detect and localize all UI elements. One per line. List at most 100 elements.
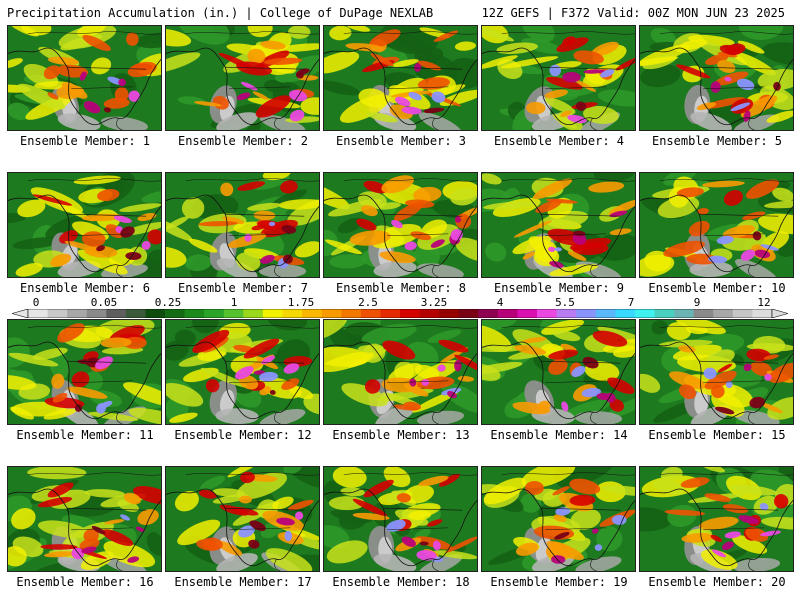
colorbar-swatch bbox=[713, 309, 734, 318]
colorbar-swatch bbox=[243, 309, 264, 318]
colorbar-swatch bbox=[497, 309, 518, 318]
colorbar-swatch bbox=[517, 309, 538, 318]
colorbar-tick-label: 1 bbox=[230, 296, 238, 309]
colorbar-tick-labels: 0 0.05 0.25 1 1.75 2.5 3.25 4 5.5 7 9 12 bbox=[0, 296, 800, 309]
precipitation-map-image bbox=[324, 467, 477, 571]
colorbar-swatch bbox=[67, 309, 88, 318]
ensemble-member-label: Ensemble Member: 3 bbox=[335, 134, 467, 148]
ensemble-member-label: Ensemble Member: 7 bbox=[177, 281, 309, 295]
ensemble-member-label: Ensemble Member: 15 bbox=[648, 428, 786, 442]
ensemble-map-10 bbox=[639, 172, 794, 278]
colorbar-swatch bbox=[184, 309, 205, 318]
colorbar-swatch bbox=[321, 309, 342, 318]
precipitation-colorbar bbox=[12, 309, 788, 318]
colorbar-max-arrow bbox=[771, 309, 788, 318]
colorbar-swatch bbox=[752, 309, 773, 318]
colorbar-tick-label: 1.75 bbox=[287, 296, 315, 309]
colorbar-min-arrow bbox=[12, 309, 29, 318]
precipitation-map-image bbox=[324, 26, 477, 130]
ensemble-map-3 bbox=[323, 25, 478, 131]
colorbar-swatch bbox=[595, 309, 616, 318]
precipitation-map-image bbox=[8, 26, 161, 130]
precipitation-map-image bbox=[166, 26, 319, 130]
ensemble-member-label: Ensemble Member: 11 bbox=[16, 428, 154, 442]
ensemble-map-15 bbox=[639, 319, 794, 425]
colorbar-swatch bbox=[439, 309, 460, 318]
ensemble-map-4 bbox=[481, 25, 636, 131]
precipitation-map-image bbox=[8, 467, 161, 571]
ensemble-member-label: Ensemble Member: 5 bbox=[651, 134, 783, 148]
colorbar-swatch bbox=[262, 309, 283, 318]
colorbar-swatch bbox=[380, 309, 401, 318]
precipitation-map-image bbox=[640, 26, 793, 130]
ensemble-map-20 bbox=[639, 466, 794, 572]
ensemble-map-8 bbox=[323, 172, 478, 278]
colorbar-swatch bbox=[537, 309, 557, 318]
colorbar-tick-label: 7 bbox=[627, 296, 635, 309]
colorbar-tick-label: 3.25 bbox=[420, 296, 448, 309]
ensemble-member-label: Ensemble Member: 4 bbox=[493, 134, 625, 148]
precipitation-map-image bbox=[482, 26, 635, 130]
ensemble-member-label: Ensemble Member: 10 bbox=[648, 281, 786, 295]
precipitation-map-image bbox=[324, 173, 477, 277]
ensemble-map-11 bbox=[7, 319, 162, 425]
colorbar-swatch bbox=[693, 309, 714, 318]
colorbar-swatch bbox=[615, 309, 636, 318]
ensemble-map-6 bbox=[7, 172, 162, 278]
precipitation-map-image bbox=[166, 467, 319, 571]
colorbar-swatch bbox=[674, 309, 694, 318]
precipitation-map-image bbox=[640, 467, 793, 571]
ensemble-map-1 bbox=[7, 25, 162, 131]
colorbar-swatch bbox=[106, 309, 127, 318]
colorbar-swatch bbox=[576, 309, 597, 318]
ensemble-member-label: Ensemble Member: 9 bbox=[493, 281, 625, 295]
ensemble-map-16 bbox=[7, 466, 162, 572]
ensemble-map-18 bbox=[323, 466, 478, 572]
ensemble-member-label: Ensemble Member: 20 bbox=[648, 575, 786, 589]
precipitation-map-image bbox=[8, 320, 161, 424]
ensemble-map-5 bbox=[639, 25, 794, 131]
colorbar-swatch bbox=[145, 309, 166, 318]
colorbar-swatch bbox=[47, 309, 68, 318]
precipitation-map-image bbox=[166, 320, 319, 424]
precipitation-map-image bbox=[324, 320, 477, 424]
colorbar-tick-label: 5.5 bbox=[555, 296, 575, 309]
ensemble-member-label: Ensemble Member: 13 bbox=[332, 428, 470, 442]
ensemble-map-19 bbox=[481, 466, 636, 572]
colorbar-swatch bbox=[400, 309, 420, 318]
colorbar-tick-label: 0.05 bbox=[90, 296, 118, 309]
ensemble-member-label: Ensemble Member: 2 bbox=[177, 134, 309, 148]
ensemble-member-label: Ensemble Member: 19 bbox=[490, 575, 628, 589]
colorbar-tick-label: 12 bbox=[757, 296, 771, 309]
ensemble-map-9 bbox=[481, 172, 636, 278]
colorbar-swatch bbox=[28, 309, 48, 318]
precipitation-map-image bbox=[482, 320, 635, 424]
colorbar-tick-label: 9 bbox=[693, 296, 701, 309]
ensemble-member-label: Ensemble Member: 17 bbox=[174, 575, 312, 589]
ensemble-member-label: Ensemble Member: 1 bbox=[19, 134, 151, 148]
ensemble-member-label: Ensemble Member: 14 bbox=[490, 428, 628, 442]
ensemble-map-13 bbox=[323, 319, 478, 425]
ensemble-map-2 bbox=[165, 25, 320, 131]
chart-title: Precipitation Accumulation (in.) | Colle… bbox=[7, 6, 434, 20]
precipitation-map-image bbox=[640, 173, 793, 277]
colorbar-swatch bbox=[125, 309, 146, 318]
precipitation-map-image bbox=[640, 320, 793, 424]
colorbar-swatch bbox=[302, 309, 322, 318]
colorbar-swatch bbox=[458, 309, 479, 318]
colorbar-swatch bbox=[556, 309, 577, 318]
precipitation-map-image bbox=[166, 173, 319, 277]
colorbar-swatch bbox=[634, 309, 655, 318]
colorbar-swatch bbox=[360, 309, 381, 318]
ensemble-member-label: Ensemble Member: 8 bbox=[335, 281, 467, 295]
colorbar-swatch bbox=[86, 309, 107, 318]
colorbar-tick-label: 0 bbox=[32, 296, 40, 309]
ensemble-member-label: Ensemble Member: 12 bbox=[174, 428, 312, 442]
colorbar-swatch bbox=[654, 309, 675, 318]
colorbar-swatch bbox=[165, 309, 185, 318]
precipitation-map-image bbox=[482, 467, 635, 571]
ensemble-map-12 bbox=[165, 319, 320, 425]
ensemble-map-17 bbox=[165, 466, 320, 572]
ensemble-member-label: Ensemble Member: 6 bbox=[19, 281, 151, 295]
ensemble-map-14 bbox=[481, 319, 636, 425]
